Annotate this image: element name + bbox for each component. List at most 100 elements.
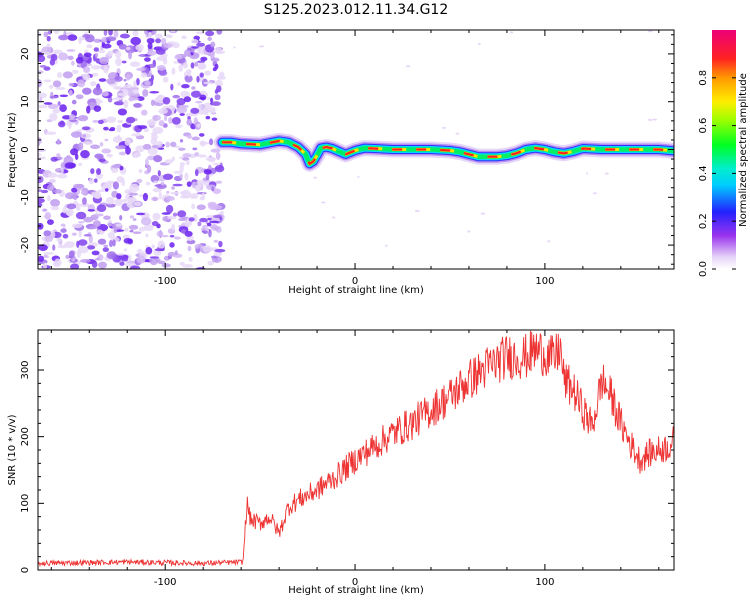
noise-speckle <box>195 31 205 35</box>
noise-speckle <box>151 221 159 227</box>
noise-speckle <box>55 86 66 90</box>
noise-speckle <box>60 167 64 175</box>
noise-speckle <box>106 251 117 260</box>
noise-speckle <box>233 46 236 49</box>
noise-speckle <box>47 219 54 226</box>
noise-speckle <box>331 216 336 219</box>
noise-speckle <box>94 178 98 183</box>
noise-speckle <box>184 220 193 227</box>
noise-speckle <box>146 164 152 173</box>
noise-speckle <box>92 87 103 96</box>
spectrogram-y-ticks: -20 -10 0 10 20 <box>20 34 674 265</box>
x-tick-label: -100 <box>154 276 177 287</box>
noise-speckle <box>160 37 167 45</box>
noise-speckle <box>121 178 125 187</box>
noise-speckle <box>157 170 161 177</box>
noise-speckle <box>173 60 179 64</box>
noise-speckle <box>163 43 173 49</box>
noise-speckle <box>586 172 589 175</box>
colorbar-ticks: 0.0 0.2 0.4 0.6 0.8 <box>698 70 736 277</box>
noise-speckle <box>94 257 101 261</box>
spectrogram-x-ticks: -100 0 100 <box>50 30 660 287</box>
noise-speckle <box>64 192 76 200</box>
noise-speckle <box>191 136 200 141</box>
noise-speckle <box>103 65 109 74</box>
noise-speckle <box>194 169 199 177</box>
noise-speckle <box>604 172 609 175</box>
noise-speckle <box>38 197 45 204</box>
noise-speckle <box>145 181 151 186</box>
noise-speckle <box>187 245 192 252</box>
noise-speckle <box>171 223 176 231</box>
noise-speckle <box>91 250 100 256</box>
noise-speckle <box>39 97 43 103</box>
noise-speckle <box>85 34 95 43</box>
noise-speckle <box>161 263 171 268</box>
noise-speckle <box>191 203 196 210</box>
noise-speckle <box>194 243 203 249</box>
noise-speckle <box>217 75 226 80</box>
noise-speckle <box>42 262 48 269</box>
noise-speckle <box>103 30 108 36</box>
noise-speckle <box>38 183 42 188</box>
noise-speckle <box>172 42 180 49</box>
noise-speckle <box>215 79 223 88</box>
noise-speckle <box>183 96 192 103</box>
noise-speckle <box>38 175 44 183</box>
noise-speckle <box>66 203 77 210</box>
noise-speckle <box>188 256 193 262</box>
noise-speckle <box>92 220 101 228</box>
noise-speckle <box>153 180 159 184</box>
colorbar-tick-label: 0.0 <box>698 261 709 277</box>
noise-speckle <box>52 107 61 114</box>
snr-y-label: SNR (10 * v/v) <box>7 414 18 485</box>
noise-speckle <box>165 34 173 39</box>
y-tick-label: 10 <box>20 95 31 108</box>
noise-speckle <box>137 125 147 130</box>
noise-speckle <box>176 106 188 114</box>
noise-speckle <box>187 47 192 51</box>
noise-speckle <box>118 151 127 156</box>
noise-speckle <box>177 81 181 86</box>
noise-speckle <box>71 60 75 66</box>
noise-speckle <box>136 67 146 72</box>
noise-speckle <box>86 245 96 250</box>
noise-speckle <box>90 65 102 70</box>
noise-speckle <box>49 113 58 122</box>
snr-x-ticks: -100 0 100 <box>50 330 660 588</box>
noise-speckle <box>96 229 104 234</box>
noise-speckle <box>196 75 200 83</box>
noise-speckle <box>76 249 82 258</box>
noise-speckle <box>313 176 318 179</box>
noise-speckle <box>152 114 161 121</box>
noise-speckle <box>70 263 80 269</box>
noise-speckle <box>46 35 51 42</box>
noise-speckle <box>182 62 188 69</box>
noise-speckle <box>196 179 206 185</box>
noise-speckle <box>66 49 76 52</box>
noise-speckle <box>405 65 411 68</box>
noise-speckle <box>171 186 175 190</box>
noise-speckle <box>113 225 117 234</box>
noise-speckle <box>179 164 184 173</box>
noise-speckle <box>52 80 62 88</box>
noise-speckle <box>205 174 210 181</box>
noise-speckle <box>199 72 204 78</box>
noise-speckle <box>94 153 104 159</box>
noise-speckle <box>136 77 140 86</box>
noise-speckle <box>65 254 70 260</box>
noise-speckle <box>117 92 125 97</box>
noise-speckle <box>154 184 163 188</box>
noise-speckle <box>161 212 171 215</box>
noise-speckle <box>128 51 132 60</box>
noise-speckle <box>182 264 194 268</box>
noise-speckle <box>147 30 153 33</box>
noise-speckle <box>106 180 116 185</box>
noise-speckle <box>131 133 142 137</box>
noise-speckle <box>154 248 165 252</box>
noise-speckle <box>79 259 91 263</box>
noise-speckle <box>133 152 141 158</box>
noise-speckle <box>129 215 135 219</box>
noise-speckle <box>149 256 160 259</box>
noise-speckle <box>88 234 93 244</box>
